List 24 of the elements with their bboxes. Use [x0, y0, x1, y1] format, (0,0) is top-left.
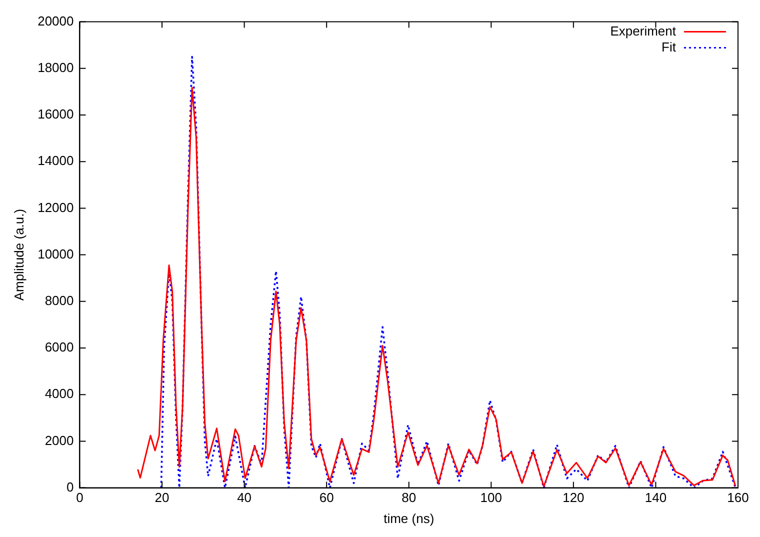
y-tick-label: 18000	[38, 60, 74, 75]
x-tick-label: 20	[154, 490, 170, 506]
y-tick-label: 10000	[38, 246, 74, 262]
x-tick-label: 140	[644, 490, 667, 506]
y-tick-label: 6000	[44, 340, 74, 355]
y-tick-label: 20000	[38, 13, 74, 28]
x-tick-label: 100	[480, 490, 502, 506]
x-axis-title: time (ns)	[384, 510, 434, 526]
y-axis-title: Amplitude (a.u.)	[11, 208, 26, 301]
y-tick-label: 12000	[38, 200, 74, 215]
x-tick-label: 0	[76, 490, 84, 506]
y-tick-label: 2000	[44, 432, 74, 448]
x-tick-label: 60	[319, 490, 334, 506]
legend-label: Fit	[662, 39, 676, 54]
x-tick-label: 160	[727, 490, 749, 506]
legend-label: Experiment	[610, 23, 676, 38]
x-tick-label: 80	[402, 490, 416, 506]
y-tick-label: 0	[66, 479, 74, 494]
y-tick-label: 4000	[44, 386, 74, 402]
x-tick-label: 120	[562, 490, 584, 506]
y-tick-label: 14000	[38, 153, 74, 168]
y-tick-label: 8000	[44, 292, 74, 308]
y-tick-label: 16000	[38, 106, 74, 122]
x-tick-label: 40	[237, 490, 252, 506]
